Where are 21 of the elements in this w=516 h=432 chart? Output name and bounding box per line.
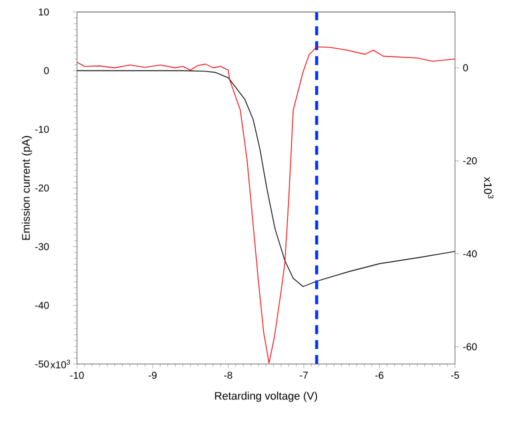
x-tick-label: -5 bbox=[451, 372, 460, 379]
x-tick-label: -9 bbox=[148, 372, 157, 379]
y-tick-label: 10 bbox=[38, 8, 49, 16]
y-tick-label: -30 bbox=[35, 243, 49, 250]
y-tick-label: -50 bbox=[35, 360, 49, 368]
y2-tick-label: -40 bbox=[463, 250, 477, 258]
y2-axis-title: x10$^{3}$ bbox=[484, 176, 494, 198]
y2-tick-label: 0 bbox=[463, 64, 468, 72]
y2-tick-label: -20 bbox=[463, 157, 477, 164]
y-axis-title: Emission current (pA) bbox=[22, 136, 32, 240]
y-tick-label: -20 bbox=[35, 184, 49, 192]
x-axis-title: Retarding voltage (V) bbox=[215, 392, 318, 402]
x-tick-label: -8 bbox=[224, 372, 232, 379]
x-tick-label: -10 bbox=[70, 372, 84, 379]
y-tick-label: 0 bbox=[44, 67, 49, 74]
y-tick-label: -10 bbox=[35, 126, 49, 133]
y-tick-label: -40 bbox=[35, 302, 49, 309]
text: x10$^{3}$ bbox=[50, 360, 70, 368]
x-tick-label: -7 bbox=[300, 372, 308, 379]
x-tick-label: -6 bbox=[375, 372, 384, 379]
y2-tick-label: -60 bbox=[463, 343, 477, 350]
